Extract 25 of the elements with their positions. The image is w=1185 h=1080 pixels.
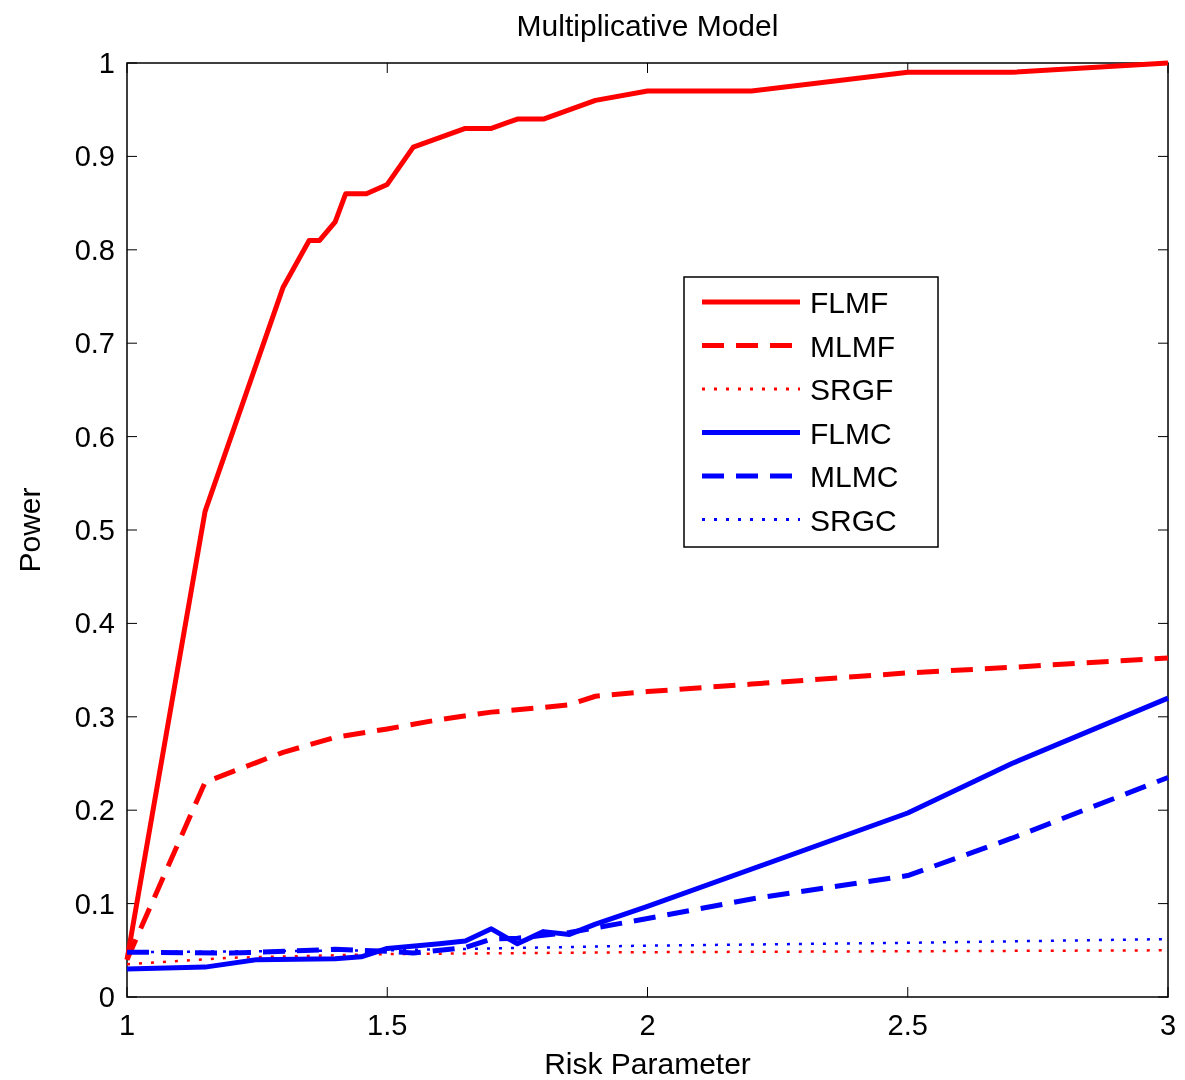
legend-label: MLMF bbox=[810, 329, 895, 363]
x-tick-label: 2.5 bbox=[887, 1009, 928, 1041]
x-tick-label: 1.5 bbox=[367, 1009, 408, 1041]
y-tick-label: 0.6 bbox=[74, 420, 115, 453]
y-tick-label: 0.4 bbox=[74, 607, 115, 640]
legend-label: MLMC bbox=[810, 460, 899, 493]
y-axis-title: Power bbox=[13, 487, 46, 573]
legend-label: SRGC bbox=[810, 503, 897, 537]
y-tick-label: 0.2 bbox=[74, 794, 115, 827]
y-tick-label: 0.5 bbox=[74, 514, 115, 546]
x-tick-label: 1 bbox=[118, 1009, 136, 1041]
x-axis-title: Risk Parameter bbox=[544, 1047, 751, 1080]
y-tick-label: 0 bbox=[98, 981, 115, 1013]
y-tick-label: 0.8 bbox=[74, 233, 115, 266]
y-tick-label: 0.9 bbox=[74, 140, 115, 173]
y-tick-label: 0.1 bbox=[74, 887, 115, 920]
x-tick-label: 3 bbox=[1159, 1009, 1177, 1041]
x-tick-label: 2 bbox=[639, 1009, 656, 1041]
y-tick-label: 0.7 bbox=[74, 327, 115, 360]
y-tick-label: 0.3 bbox=[74, 700, 115, 733]
legend-label: SRGF bbox=[810, 373, 894, 406]
chart-title: Multiplicative Model bbox=[516, 9, 779, 42]
legend-label: FLMC bbox=[810, 416, 892, 450]
y-tick-label: 1 bbox=[98, 47, 115, 79]
legend-label: FLMF bbox=[810, 286, 889, 319]
